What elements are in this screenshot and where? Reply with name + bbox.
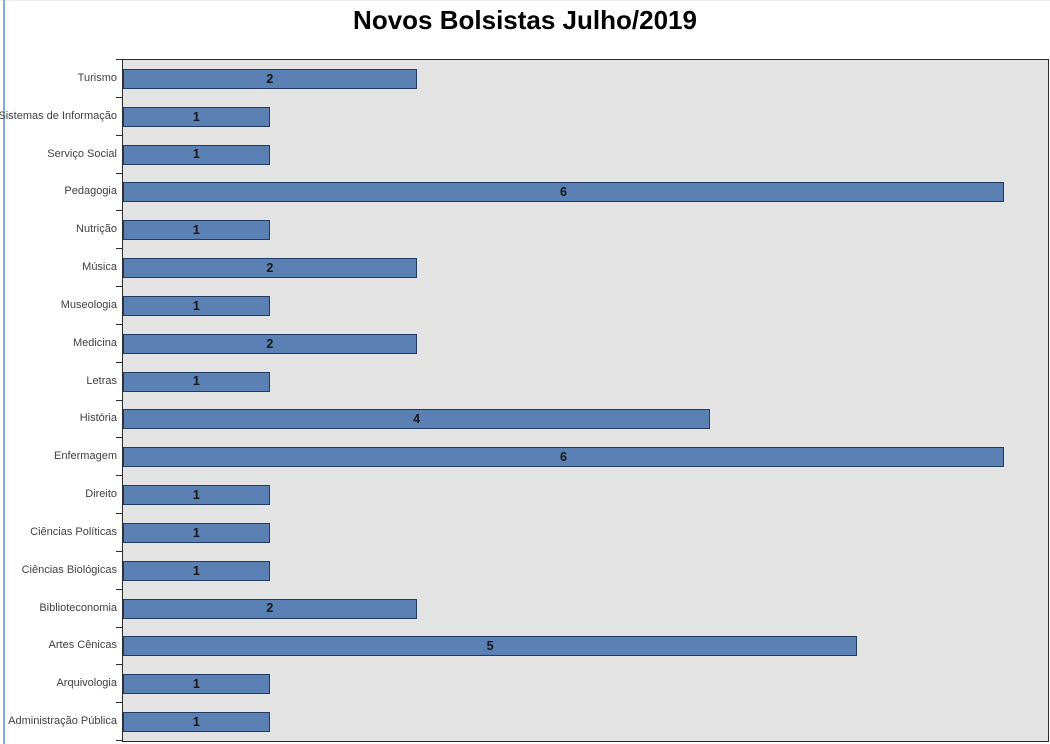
bar: 1 [123, 485, 270, 506]
category-label: Biblioteconomia [39, 601, 117, 614]
y-axis-tick [116, 437, 122, 439]
bar-value-label: 1 [192, 525, 200, 540]
bar-value-label: 1 [192, 109, 200, 124]
category-label: Letras [86, 374, 117, 387]
bar: 1 [123, 674, 270, 695]
y-axis-tick [116, 588, 122, 590]
chart-top-border [0, 0, 1050, 1]
category-label: Turismo [77, 71, 117, 84]
bar-value-label: 2 [266, 336, 274, 351]
bar: 6 [123, 447, 1004, 468]
bar-value-label: 1 [192, 374, 200, 389]
bar-value-label: 2 [266, 71, 274, 86]
bar: 1 [123, 106, 270, 127]
chart-title: Novos Bolsistas Julho/2019 [353, 5, 697, 35]
bar-value-label: 1 [192, 487, 200, 502]
bar: 2 [123, 258, 417, 279]
y-axis-tick [116, 59, 122, 60]
category-label: Medicina [72, 336, 117, 349]
bar-value-label: 2 [266, 260, 274, 275]
category-label: Ciências Biológicas [21, 563, 117, 576]
y-axis-tick [116, 664, 122, 666]
bar-value-label: 6 [559, 185, 567, 200]
bar: 1 [123, 220, 270, 241]
y-axis-category-labels: Turismo Sistemas de Informação Serviço Soc… [0, 59, 117, 740]
category-label: Sistemas de Informação [0, 109, 117, 122]
y-axis-tick [116, 550, 122, 552]
bar-value-label: 4 [413, 412, 421, 427]
bar-value-label: 2 [266, 601, 274, 616]
y-axis-tick [116, 96, 122, 98]
bar-value-label: 1 [192, 677, 200, 691]
bar-value-label: 1 [192, 563, 200, 578]
y-axis-tick [116, 626, 122, 628]
chart-left-border [3, 0, 5, 744]
y-axis-tick [116, 134, 122, 136]
bar-value-label: 5 [486, 639, 494, 654]
bar: 1 [123, 144, 270, 165]
category-label: Direito [85, 488, 117, 501]
bar-value-label: 1 [192, 714, 200, 729]
bar: 6 [123, 182, 1004, 203]
bar-value-label: 1 [192, 223, 200, 237]
bar: 1 [123, 295, 270, 316]
bar: 1 [123, 560, 270, 581]
bar-value-label: 1 [192, 298, 200, 313]
y-axis-tick [116, 286, 122, 287]
category-label: Serviço Social [47, 147, 117, 160]
y-axis-tick [116, 475, 122, 477]
category-label: Enfermagem [54, 450, 117, 463]
bar-value-label: 1 [192, 147, 200, 162]
bar: 1 [123, 371, 270, 392]
y-axis-tick [116, 361, 122, 363]
category-label: Música [82, 261, 117, 274]
bar: 2 [123, 598, 417, 619]
category-label: Administração Pública [8, 715, 117, 728]
bar: 2 [123, 68, 417, 89]
bar: 1 [123, 712, 270, 733]
category-label: Artes Cênicas [48, 639, 117, 652]
category-label: História [79, 412, 117, 425]
y-axis-tick [116, 513, 122, 514]
bar: 4 [123, 409, 711, 430]
bar: 5 [123, 636, 858, 657]
bar: 1 [123, 522, 270, 543]
category-label: Ciências Políticas [30, 525, 117, 538]
y-axis-tick [116, 172, 122, 174]
category-label: Pedagogia [64, 185, 117, 198]
category-label: Arquivologia [56, 677, 117, 690]
category-label: Museologia [60, 298, 117, 311]
y-axis-tick [116, 323, 122, 325]
bar-value-label: 6 [559, 450, 567, 464]
y-axis-tick [116, 740, 122, 741]
y-axis-tick [116, 210, 122, 212]
category-label: Nutrição [76, 223, 117, 236]
y-axis-tick [116, 702, 122, 704]
y-axis-tick [116, 248, 122, 250]
bar: 2 [123, 333, 417, 354]
y-axis-tick [116, 399, 122, 401]
